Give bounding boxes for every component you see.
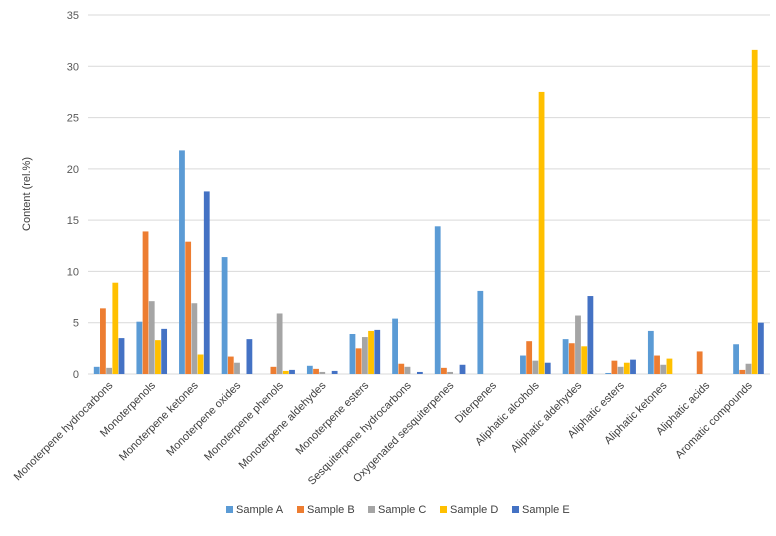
- bar: [441, 367, 447, 374]
- legend-swatch: [440, 506, 447, 513]
- legend-swatch: [297, 506, 304, 513]
- y-tick-label: 25: [67, 113, 79, 125]
- bar: [282, 370, 289, 374]
- bar: [654, 355, 660, 374]
- bar: [276, 313, 283, 374]
- bar: [696, 351, 703, 374]
- bar: [532, 360, 539, 374]
- bar: [520, 355, 526, 374]
- legend-swatch: [368, 506, 375, 513]
- bar: [313, 368, 319, 374]
- bar: [630, 359, 636, 374]
- bar: [106, 367, 113, 374]
- y-axis-title: Content (rel.%): [21, 157, 33, 231]
- bar: [93, 366, 100, 374]
- bar: [306, 365, 313, 374]
- legend-swatch: [512, 506, 519, 513]
- bar: [136, 321, 143, 374]
- y-tick-label: 35: [67, 10, 79, 22]
- bar: [733, 344, 739, 374]
- bar: [161, 328, 168, 374]
- bar: [179, 150, 185, 374]
- bar: [647, 330, 654, 374]
- x-category-label: Monoterpene oxides: [164, 379, 243, 458]
- bar: [246, 339, 253, 374]
- legend-label: Sample A: [236, 504, 284, 516]
- bar: [623, 362, 630, 374]
- bar: [148, 301, 155, 374]
- x-category-label: Diterpenes: [453, 379, 499, 425]
- bar: [745, 363, 752, 374]
- bar: [118, 338, 125, 374]
- bar: [374, 329, 381, 374]
- bar: [416, 371, 423, 374]
- bar: [331, 370, 338, 374]
- bar: [227, 356, 234, 374]
- bar: [368, 330, 374, 374]
- bar: [289, 369, 295, 374]
- y-tick-label: 10: [67, 266, 79, 278]
- y-tick-label: 15: [67, 215, 79, 227]
- x-category-label: Monoterpene esters: [294, 379, 372, 457]
- y-tick-label: 20: [67, 164, 79, 176]
- bar: [562, 339, 569, 374]
- y-axis-ticks: 0 5 10 15 20 25 30 35: [67, 10, 79, 381]
- bar: [447, 371, 454, 374]
- bar: [319, 371, 326, 374]
- bar: [221, 257, 228, 374]
- bar: [434, 226, 441, 374]
- x-category-label: Monoterpene aldehydes: [237, 379, 329, 471]
- gridlines: [88, 14, 770, 375]
- y-tick-label: 30: [67, 61, 79, 73]
- bar: [234, 362, 240, 374]
- x-category-label: Aliphatic aldehydes: [509, 379, 585, 455]
- bar: [568, 343, 575, 374]
- bar: [185, 241, 192, 374]
- bar: [100, 308, 106, 374]
- bar: [611, 360, 618, 374]
- x-category-label: Aromatic compounds: [673, 379, 755, 461]
- bar: [739, 369, 746, 374]
- bar: [112, 282, 119, 374]
- bar: [587, 296, 594, 374]
- legend-label: Sample B: [307, 504, 355, 516]
- bar: [404, 366, 411, 374]
- bar: [270, 366, 277, 374]
- bar: [477, 290, 484, 374]
- bar: [581, 346, 588, 374]
- bar: [398, 363, 405, 374]
- bar: [361, 337, 368, 374]
- x-category-label: Monoterpene phenols: [202, 379, 286, 463]
- legend-label: Sample E: [522, 504, 570, 516]
- bar: [538, 91, 545, 375]
- legend-label: Sample D: [450, 504, 498, 516]
- legend-label: Sample C: [378, 504, 426, 516]
- bar: [203, 191, 210, 374]
- bar: [355, 348, 362, 374]
- x-category-label: Monoterpene ketones: [117, 379, 201, 463]
- y-tick-label: 5: [73, 318, 79, 330]
- bar: [544, 362, 551, 374]
- bar: [666, 358, 673, 374]
- bar: [757, 322, 764, 374]
- y-tick-label: 0: [73, 369, 79, 381]
- bar: [526, 341, 533, 374]
- bar: [459, 364, 466, 374]
- bar: [751, 49, 758, 375]
- bar: [605, 372, 612, 374]
- bar: [617, 366, 624, 374]
- bar: [191, 303, 198, 374]
- legend-swatch: [226, 506, 233, 513]
- bar: [155, 340, 161, 374]
- x-axis-categories: Monoterpene hydrocarbonsMonoterpenolsMon…: [12, 379, 755, 487]
- bar: [349, 334, 356, 374]
- bar: [392, 318, 398, 374]
- bar: [197, 354, 204, 374]
- bars: [93, 49, 764, 375]
- bar: [575, 315, 581, 374]
- legend: Sample A Sample B Sample C Sample D Sample E: [226, 504, 570, 516]
- bar: [660, 364, 667, 374]
- bar: [142, 231, 149, 374]
